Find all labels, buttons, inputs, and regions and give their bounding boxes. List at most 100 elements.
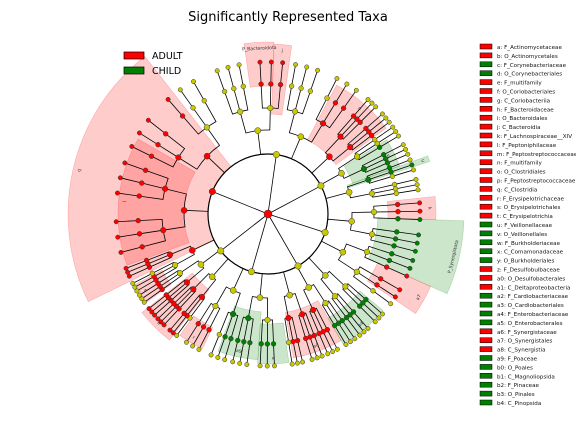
key-label-a1: a1: C_Deltaproteobacteria: [497, 285, 570, 291]
tree-edge-244: [120, 177, 142, 184]
key-swatch-z: [479, 266, 493, 272]
key-swatch-m: [479, 150, 493, 157]
tree-node-48: [353, 153, 361, 160]
tree-edge-143: [301, 314, 311, 338]
key-label-c: c: F_Corynebacteriaceae: [497, 63, 567, 69]
tree-node-32: [326, 153, 333, 160]
tree-edge-174: [224, 313, 234, 337]
tree-node-186: [208, 273, 216, 281]
tree-node-219: [134, 288, 140, 294]
tree-node-129: [348, 339, 353, 345]
tree-node-150: [290, 338, 296, 345]
clade-sector-6: [368, 217, 465, 295]
key-label-n: n: F_multifamily: [497, 161, 542, 167]
tree-edge-81: [397, 202, 420, 205]
tree-node-234: [139, 244, 145, 250]
tree-node-224: [167, 251, 174, 258]
tree-edge-58: [363, 158, 386, 170]
key-swatch-w: [479, 239, 493, 246]
tree-node-131: [343, 342, 349, 347]
tree-node-170: [229, 287, 237, 294]
tree-edge-144: [309, 336, 318, 358]
tree-node-8: [236, 62, 242, 68]
tree-node-202: [183, 279, 190, 286]
tree-node-20: [298, 85, 304, 91]
root-ring: [207, 153, 329, 275]
key-label-a7: a7: O_Synergistales: [497, 339, 553, 345]
tree-edge-30: [343, 90, 357, 109]
tree-edge-173: [224, 338, 232, 360]
key-label-d: d: O_Corynebacteriales: [497, 72, 562, 78]
key-label-a6: a6: F_Synergistaceae: [497, 330, 557, 336]
tree-edge-109: [297, 257, 326, 276]
tree-node-136: [330, 349, 336, 355]
tree-edge-89: [371, 233, 396, 240]
tree-node-173: [222, 357, 228, 363]
tree-edge-219: [136, 279, 157, 292]
tree-node-130: [332, 322, 338, 329]
tree-node-176: [216, 331, 222, 338]
tree-edge-200: [157, 303, 175, 320]
tree-node-104: [374, 282, 380, 288]
tree-node-161: [258, 341, 264, 347]
tree-edge-67: [390, 164, 412, 173]
tree-edge-5: [233, 88, 241, 112]
tree-edge-138: [318, 333, 329, 354]
chart-title: Significantly Represented Taxa: [188, 10, 388, 25]
tree-node-91: [391, 243, 397, 249]
tree-node-9: [267, 104, 274, 112]
tree-node-191: [170, 330, 176, 336]
key-swatch-b: [479, 52, 493, 59]
tree-edge-208: [148, 294, 167, 309]
tree-node-107: [388, 301, 394, 307]
key-label-z: z: F_Desulfobulbaceae: [497, 268, 560, 274]
tree-edge-18: [286, 86, 296, 112]
tree-edge-50: [374, 126, 393, 141]
tree-edge-43: [349, 131, 370, 148]
tree-node-159: [264, 341, 271, 347]
tree-edge-42: [365, 113, 383, 129]
tree-node-255: [203, 124, 210, 131]
clade-label-5: k: [426, 207, 432, 210]
tree-edge-90: [395, 238, 418, 244]
key-label-s: s: O_Erysipelotrichales: [497, 205, 560, 211]
tree-edge-101: [337, 251, 358, 273]
clade-sector-2: [307, 84, 387, 166]
key-label-u: u: F_Veillonellaceae: [497, 223, 553, 229]
key-swatch-f: [479, 88, 493, 94]
key-swatch-a9: [479, 355, 493, 361]
tree-edge-37: [356, 102, 373, 120]
tree-edge-155: [251, 271, 263, 298]
tree-node-118: [350, 309, 357, 315]
key-label-t: t: C_Erysipelotrichia: [497, 214, 553, 220]
tree-node-26: [334, 76, 340, 81]
tree-edge-206: [151, 297, 169, 313]
tree-edge-120: [334, 295, 351, 316]
tree-edge-158: [273, 343, 275, 366]
tree-edge-215: [139, 283, 159, 296]
key-label-b3: b3: O_Pinales: [497, 392, 535, 398]
tree-edge-129: [338, 322, 351, 342]
tree-edge-184: [186, 323, 199, 343]
tree-node-80: [395, 201, 401, 208]
tree-node-27: [332, 100, 339, 106]
tree-node-163: [245, 315, 252, 322]
tree-node-6: [225, 64, 231, 70]
tree-node-121: [361, 329, 367, 335]
tree-edge-72: [394, 179, 417, 185]
tree-edge-204: [154, 300, 172, 316]
tree-edge-131: [334, 325, 347, 345]
tree-edge-185: [220, 213, 269, 252]
tree-node-178: [212, 303, 219, 310]
tree-node-40: [347, 144, 354, 151]
tree-node-70: [368, 190, 376, 197]
tree-edge-65: [389, 159, 411, 169]
clade-sector-5: [387, 196, 437, 221]
tree-node-72: [413, 176, 419, 182]
tree-node-187: [198, 293, 205, 300]
tree-node-74: [414, 182, 420, 188]
group-swatch-adult: [123, 51, 145, 60]
tree-edge-39: [359, 106, 377, 123]
tree-edge-165: [246, 342, 251, 365]
key-swatch-a5: [479, 319, 493, 326]
